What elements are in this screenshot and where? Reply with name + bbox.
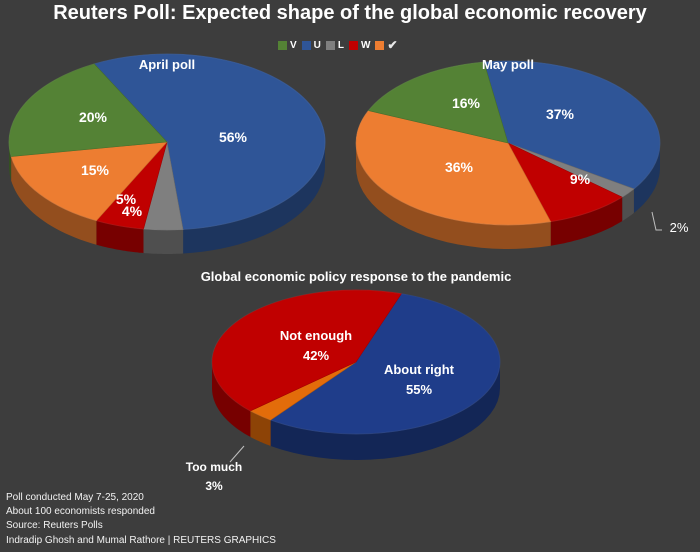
slice-category-about-right: About right (384, 362, 455, 377)
pie-rim (355, 60, 661, 226)
pie-slice-about-right (269, 293, 501, 435)
legend-label-u: U (313, 39, 321, 51)
pie-chart-1: April poll 56% 4%5% 15% 20% (8, 53, 326, 254)
legend-label-w: W (361, 39, 371, 51)
legend-swatch-w (349, 40, 359, 50)
legend-label-l: L (337, 39, 345, 51)
footer-line-respondents: About 100 economists responded (6, 506, 155, 518)
slice-leader-too-much (229, 445, 245, 463)
pie-slice-u (93, 53, 326, 230)
legend-swatch-v (278, 40, 287, 50)
legend-item-check: ✔ (375, 38, 398, 52)
pie-side-u (633, 143, 660, 213)
checkmark-icon: ✔ (387, 38, 398, 52)
legend-label-v: V (290, 39, 297, 51)
pie-side-too-much (250, 410, 271, 446)
pie-rim (8, 53, 326, 231)
slice-value-l: 2% (670, 220, 689, 235)
pie-side-check (11, 156, 97, 245)
slice-leader-l (651, 211, 662, 231)
slice-value-about-right: 55% (406, 382, 432, 397)
slice-value-v: 16% (452, 95, 481, 111)
pie-slice-check (355, 110, 552, 226)
pie-slice-check (10, 141, 168, 222)
slice-value-check: 36% (445, 159, 474, 175)
pie-title-2: May poll (482, 57, 534, 72)
footer-line-credits: Indradip Ghosh and Mumal Rathore | REUTE… (6, 534, 276, 546)
pie-slice-v (367, 61, 509, 144)
chart-title: Reuters Poll: Expected shape of the glob… (53, 2, 647, 24)
pie-slice-not-enough (211, 289, 402, 412)
pie-side-l (622, 188, 634, 222)
slice-value-l: 4% (122, 203, 143, 219)
slice-value-too-much: 3% (205, 479, 223, 493)
pie-chart-3: Global economic policy response to the p… (186, 269, 512, 493)
slice-value-check: 15% (81, 162, 110, 178)
legend-item-u: U (301, 39, 321, 51)
pie-side-v (9, 142, 12, 181)
pie-title-1: April poll (139, 57, 195, 72)
legend-swatch-u (301, 40, 311, 50)
slice-value-u: 37% (546, 106, 575, 122)
pie-side-w (550, 197, 623, 246)
footer-line-poll-dates: Poll conducted May 7-25, 2020 (6, 492, 144, 503)
legend: V U L W ✔ (278, 38, 398, 52)
pie-slice-w (507, 142, 623, 223)
legend-swatch-check (375, 40, 385, 50)
pie-title-3: Global economic policy response to the p… (201, 269, 512, 284)
slice-category-not-enough: Not enough (280, 328, 352, 343)
pie-side-w (96, 220, 144, 253)
slice-value-w: 9% (570, 171, 591, 187)
pie-slice-u (483, 60, 661, 190)
footer-line-source: Source: Reuters Polls (6, 520, 103, 532)
pie-chart-2: May poll 37% 2% 9% 36% 16% (355, 57, 689, 249)
legend-item-v: V (278, 40, 297, 51)
footer-notes: Poll conducted May 7-25, 2020 About 100 … (6, 491, 276, 548)
pie-slice-v (8, 63, 168, 157)
pie-side-u (183, 142, 325, 254)
pie-rim (211, 289, 501, 435)
pie-side-check (356, 143, 551, 249)
slice-value-not-enough: 42% (303, 348, 329, 363)
slice-category-too-much: Too much (186, 460, 242, 474)
slice-value-u: 56% (219, 129, 248, 145)
pie-side-not-enough (212, 362, 251, 437)
pie-side-about-right (270, 362, 500, 460)
legend-swatch-l (325, 40, 335, 50)
legend-item-l: L (325, 39, 345, 51)
slice-value-v: 20% (79, 109, 108, 125)
slice-value-w: 5% (116, 191, 137, 207)
pie-side-l (143, 229, 184, 254)
legend-item-w: W (349, 40, 370, 51)
